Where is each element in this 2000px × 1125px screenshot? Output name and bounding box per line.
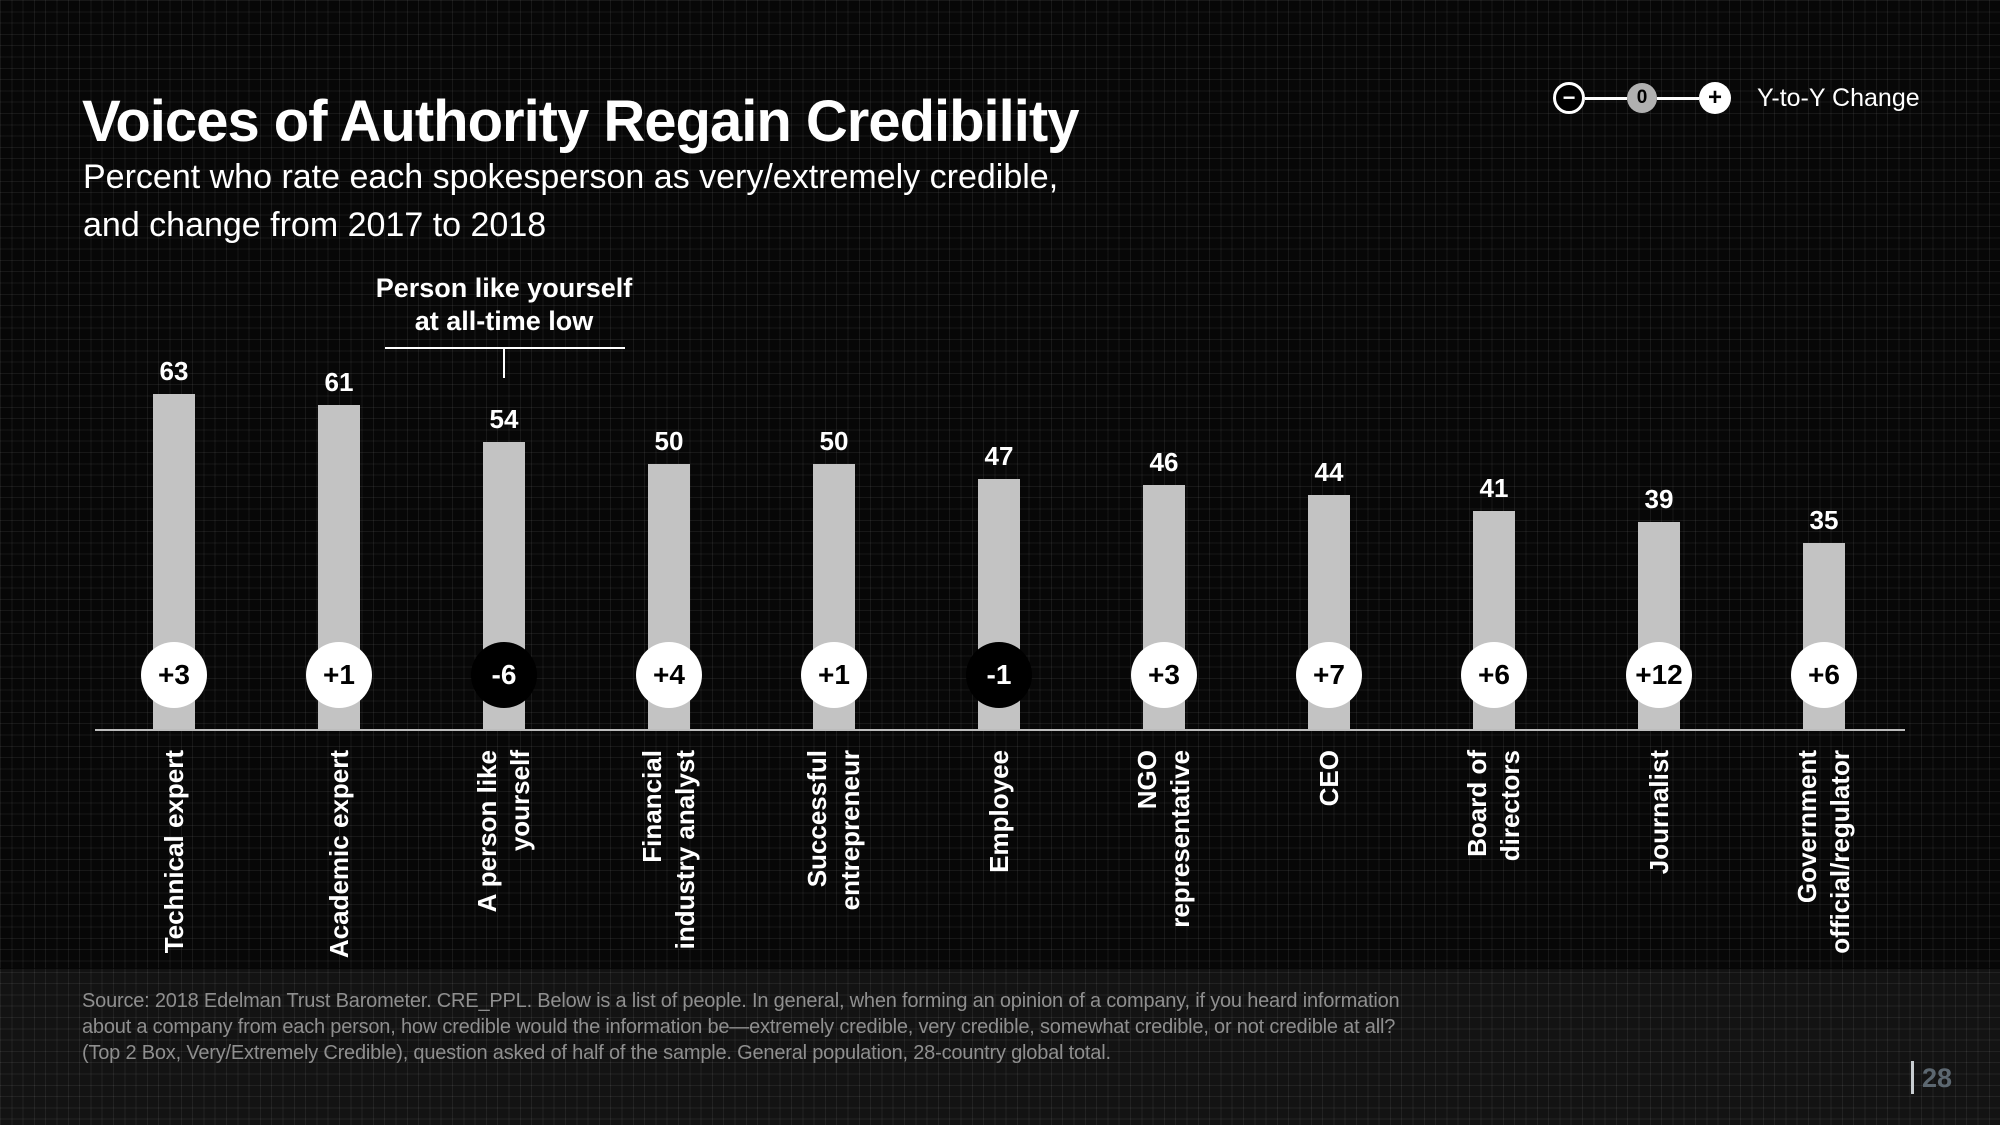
category-label-text: Board of directors	[1462, 750, 1525, 862]
annotation-bracket-tick	[503, 347, 505, 378]
footer-band	[0, 968, 2000, 1125]
category-label-text: Journalist	[1643, 750, 1674, 875]
category-label: Government official/regulator	[1791, 750, 1857, 982]
annotation-bracket	[385, 347, 625, 349]
footer-source-line2: about a company from each person, how cr…	[82, 1016, 1396, 1038]
minus-icon: −	[1553, 82, 1585, 114]
category-label: Employee	[983, 750, 1016, 982]
category-label: Technical expert	[158, 750, 191, 982]
page-subtitle-line2: and change from 2017 to 2018	[83, 206, 547, 244]
zero-badge: 0	[1627, 83, 1657, 113]
x-axis	[95, 729, 1905, 731]
change-badge: +6	[1791, 642, 1857, 708]
category-label: CEO	[1313, 750, 1346, 982]
category-label: Academic expert	[323, 750, 356, 982]
bar-value-label: 61	[324, 367, 354, 397]
change-badge: +12	[1626, 642, 1692, 708]
bar-value-label: 41	[1479, 473, 1509, 503]
bar-value-label: 54	[489, 404, 519, 434]
category-label-text: Employee	[983, 750, 1014, 873]
change-badge: +6	[1461, 642, 1527, 708]
category-label-text: Academic expert	[323, 750, 354, 959]
change-badge: +4	[636, 642, 702, 708]
category-label: Board of directors	[1461, 750, 1527, 982]
category-label-text: Financial industry analyst	[637, 750, 700, 950]
category-label: Financial industry analyst	[636, 750, 702, 982]
page-number-divider	[1911, 1061, 1914, 1094]
change-badge: -6	[471, 642, 537, 708]
category-label-text: CEO	[1313, 750, 1344, 807]
footer-source-line1: Source: 2018 Edelman Trust Barometer. CR…	[82, 990, 1400, 1012]
change-badge: +3	[141, 642, 207, 708]
plus-icon: +	[1699, 82, 1731, 114]
annotation-line2: at all-time low	[414, 306, 594, 336]
page-subtitle-line1: Percent who rate each spokesperson as ve…	[83, 158, 1059, 196]
bar-value-label: 35	[1809, 505, 1839, 535]
page-number: 28	[1922, 1063, 1953, 1093]
legend-connector-line	[1657, 96, 1699, 100]
category-label: Journalist	[1643, 750, 1676, 982]
category-label-text: A person like yourself	[472, 750, 535, 913]
legend-connector-line	[1585, 96, 1627, 100]
category-label-text: Successful entrepreneur	[802, 750, 865, 911]
change-badge: +1	[801, 642, 867, 708]
legend-label: Y-to-Y Change	[1757, 83, 1920, 112]
page-title: Voices of Authority Regain Credibility	[82, 89, 1079, 154]
change-badge: +1	[306, 642, 372, 708]
bar-value-label: 50	[654, 426, 684, 456]
bar-value-label: 39	[1644, 484, 1674, 514]
category-label-text: NGO representative	[1132, 750, 1195, 928]
change-badge: -1	[966, 642, 1032, 708]
category-label: A person like yourself	[471, 750, 537, 982]
category-label-text: Government official/regulator	[1792, 750, 1855, 954]
annotation-line1: Person like yourself	[375, 273, 633, 303]
bar-value-label: 47	[984, 441, 1014, 471]
yty-change-legend: − 0 + Y-to-Y Change	[1553, 80, 1920, 116]
footer-source-line3: (Top 2 Box, Very/Extremely Credible), qu…	[82, 1042, 1111, 1064]
category-label: NGO representative	[1131, 750, 1197, 982]
category-label: Successful entrepreneur	[801, 750, 867, 982]
bar-value-label: 63	[159, 356, 189, 386]
change-badge: +3	[1131, 642, 1197, 708]
bar-value-label: 44	[1314, 457, 1344, 487]
bar-value-label: 50	[819, 426, 849, 456]
category-label-text: Technical expert	[158, 750, 189, 954]
bar-value-label: 46	[1149, 447, 1179, 477]
change-badge: +7	[1296, 642, 1362, 708]
